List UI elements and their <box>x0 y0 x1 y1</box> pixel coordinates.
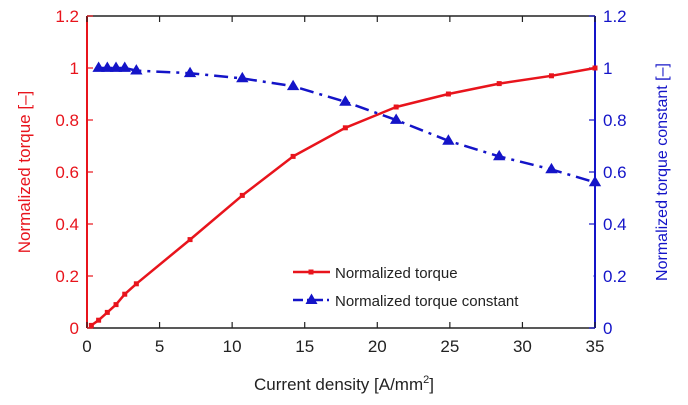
data-point-torque <box>113 302 119 308</box>
data-point-torque <box>239 192 245 198</box>
legend-box <box>286 255 594 319</box>
x-axis-title-end: ] <box>429 375 434 394</box>
data-point-torque-constant <box>236 71 249 83</box>
data-point-torque-constant <box>286 79 300 91</box>
data-point-torque <box>393 104 399 110</box>
legend: Normalized torque Normalized torque cons… <box>286 255 594 319</box>
y-tick-label-left: 1 <box>70 59 79 78</box>
data-point-torque-constant <box>442 134 455 145</box>
legend-label-torque: Normalized torque <box>335 265 458 282</box>
data-point-torque <box>88 322 94 328</box>
legend-marker-torque-constant <box>305 293 318 304</box>
data-point-torque-constant <box>130 64 143 75</box>
data-point-torque <box>122 291 128 297</box>
data-point-torque <box>548 73 554 79</box>
x-tick-label: 0 <box>82 337 91 356</box>
y-tick-label-right: 1 <box>603 59 612 78</box>
x-tick-label: 5 <box>155 337 164 356</box>
x-tick-label: 30 <box>513 337 532 356</box>
y-tick-label-right: 0.2 <box>603 267 627 286</box>
data-point-torque <box>445 91 451 97</box>
y-tick-label-left: 0 <box>70 319 79 338</box>
y-tick-label-left: 0.4 <box>55 215 79 234</box>
y-tick-label-right: 0.4 <box>603 215 627 234</box>
y-tick-label-right: 0.6 <box>603 163 627 182</box>
data-point-torque-constant <box>493 149 506 161</box>
data-point-torque <box>187 237 193 243</box>
x-axis-title-sup: 2 <box>423 374 429 386</box>
x-axis-title-main: Current density [A/mm <box>254 375 423 394</box>
y-tick-label-left: 1.2 <box>55 7 79 26</box>
data-point-torque-constant <box>101 61 114 72</box>
data-point-torque <box>342 125 348 131</box>
data-point-torque-constant <box>92 61 105 72</box>
data-point-torque <box>104 309 110 315</box>
axes-layer: 0 5 10 15 20 25 30 350 00.2 0.20.4 0.40.6 0.60.8 0.8… <box>55 7 626 356</box>
series-line-torque-constant <box>98 66 596 184</box>
legend-label-torque-constant: Normalized torque constant <box>335 293 519 310</box>
y-tick-label-right: 0.8 <box>603 111 627 130</box>
y-tick-label-left: 0.2 <box>55 267 79 286</box>
y-axis-title-right: Normalized torque constant [–] <box>654 63 671 281</box>
data-point-torque-constant <box>545 162 558 174</box>
data-point-torque-constant <box>389 113 403 124</box>
x-tick-label: 25 <box>440 337 459 356</box>
data-point-torque <box>133 281 139 287</box>
x-tick-label: 35 <box>586 337 605 356</box>
y-tick-label-right: 1.2 <box>603 7 627 26</box>
x-tick-label: 20 <box>368 337 387 356</box>
data-point-torque-constant <box>183 66 197 78</box>
data-point-torque <box>96 317 102 323</box>
y-tick-label-right: 0 <box>603 319 612 338</box>
x-tick-label: 10 <box>223 337 242 356</box>
series-layer <box>88 61 602 328</box>
y-axis-title-left: Normalized torque [–] <box>15 91 34 254</box>
data-point-torque-constant <box>118 61 131 72</box>
x-axis-title: Current density [A/mm2] <box>254 374 434 394</box>
y-tick-label-left: 0.6 <box>55 163 79 182</box>
data-point-torque-constant <box>109 61 123 72</box>
data-point-torque-constant <box>588 175 602 187</box>
data-point-torque <box>592 65 598 71</box>
legend-marker-torque <box>308 269 314 275</box>
y-tick-label-left: 0.8 <box>55 111 79 130</box>
data-point-torque <box>290 153 296 159</box>
data-point-torque <box>496 81 502 87</box>
data-point-torque-constant <box>339 95 352 106</box>
x-tick-label: 15 <box>295 337 314 356</box>
